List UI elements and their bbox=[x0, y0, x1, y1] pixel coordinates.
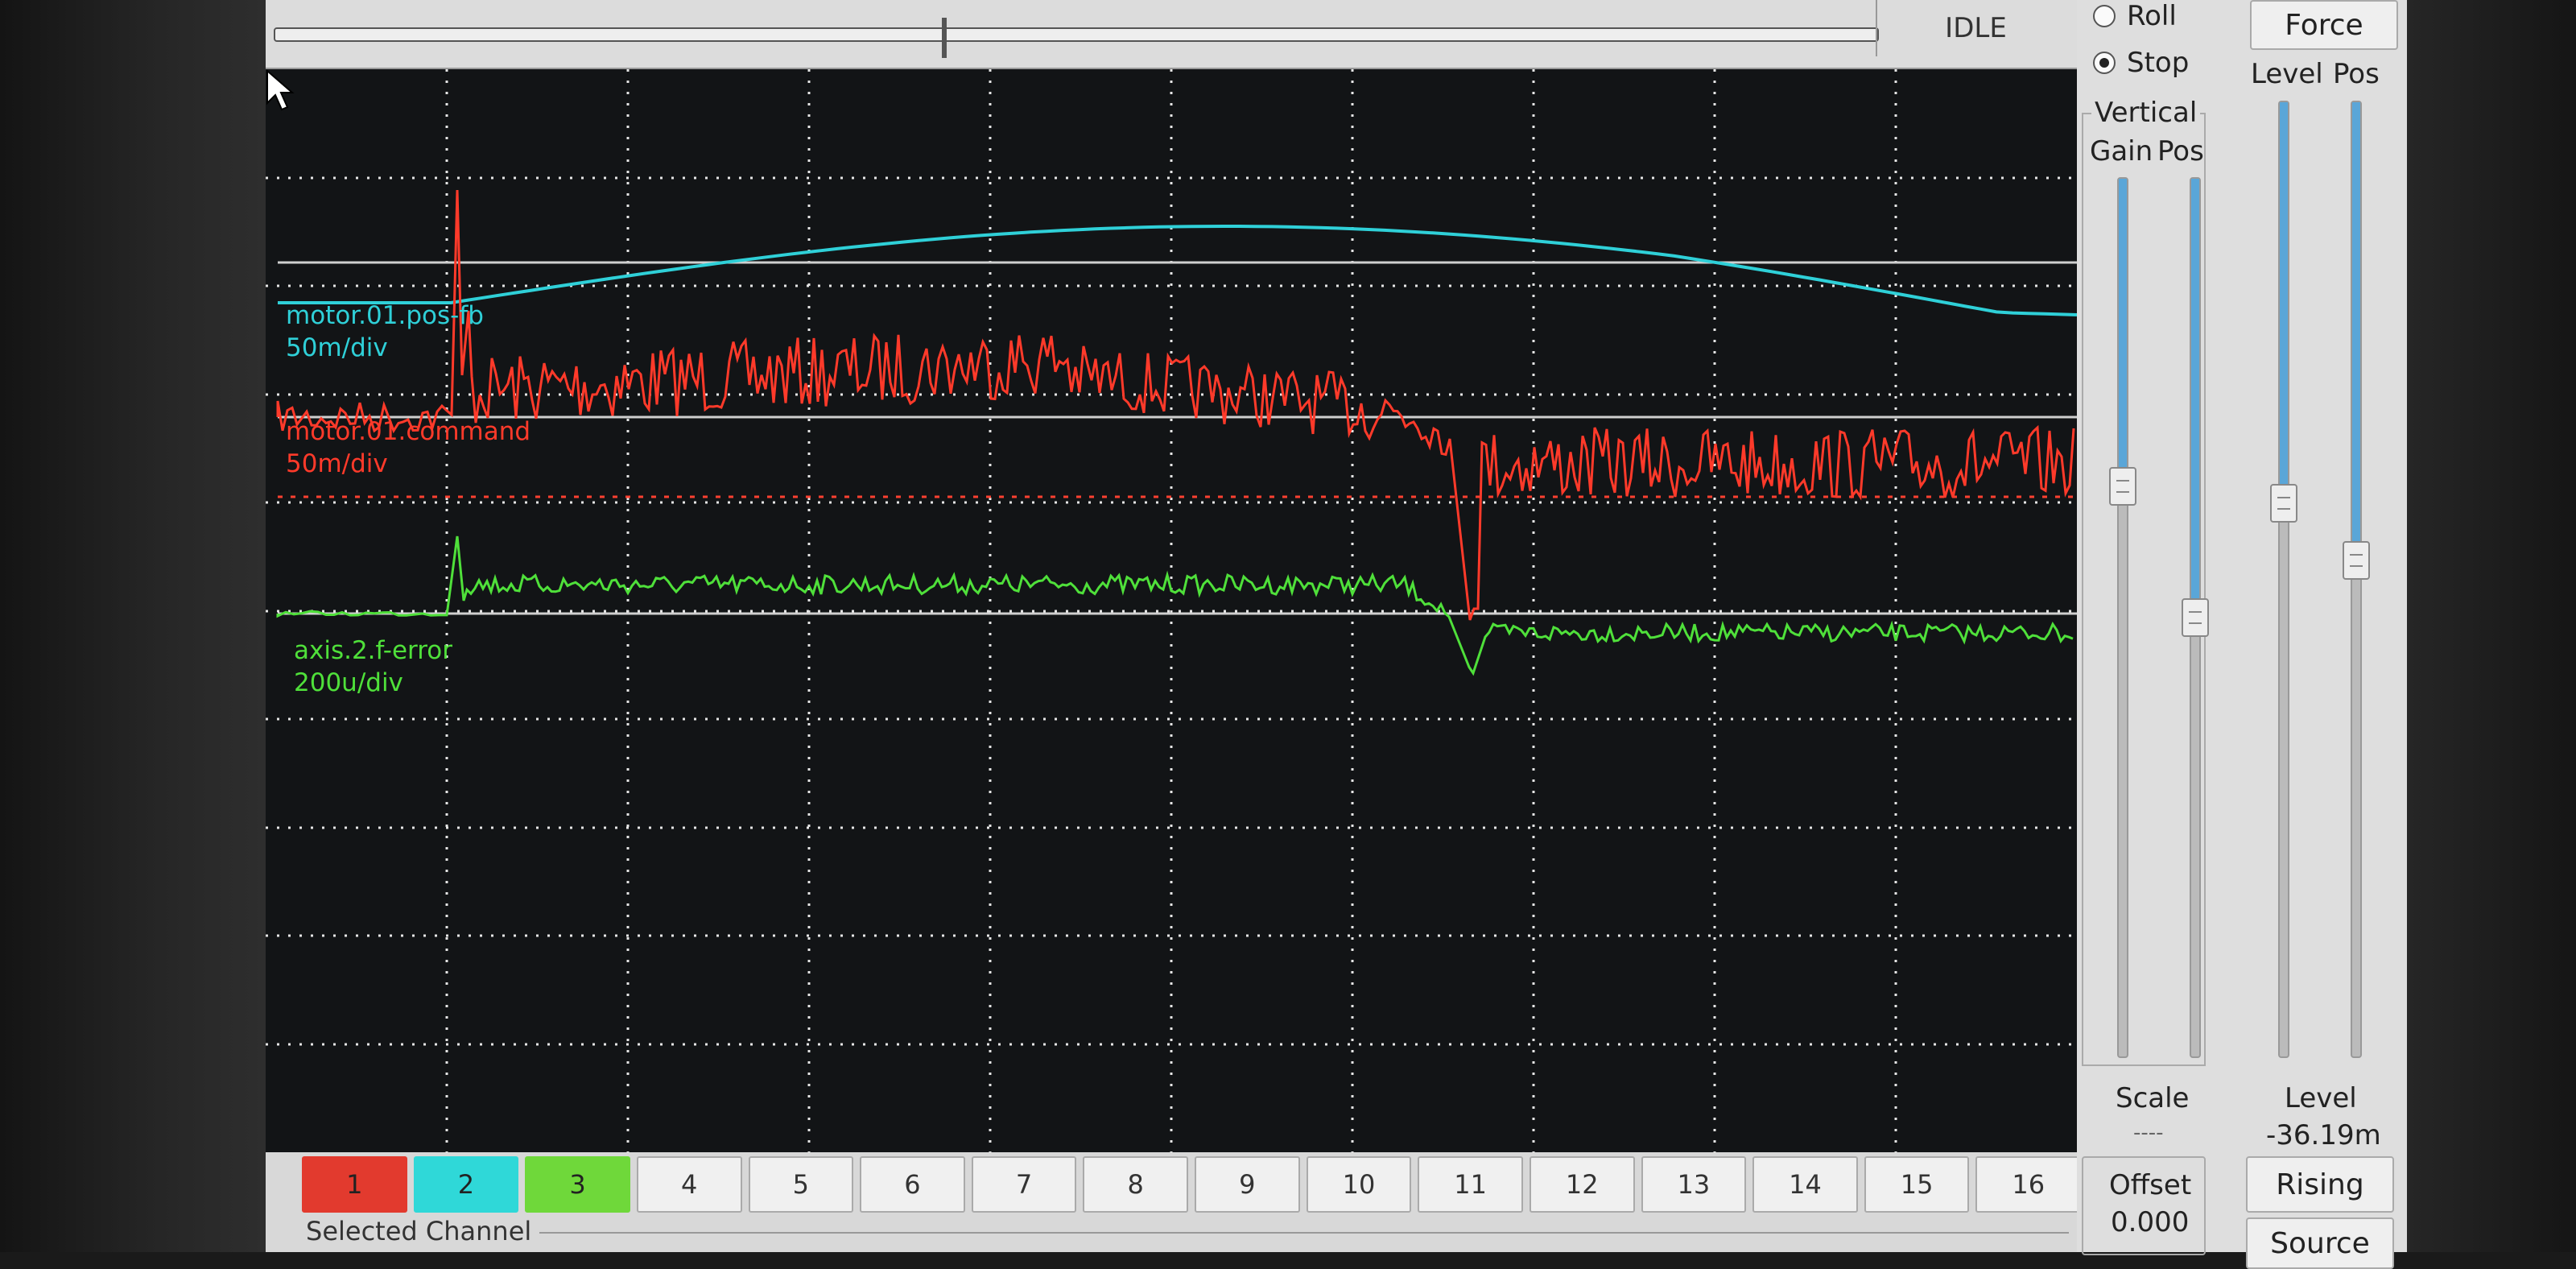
offset-label: Offset bbox=[2109, 1169, 2192, 1201]
trace-scale: 200u/div bbox=[294, 668, 403, 697]
channel-16-button[interactable]: 16 bbox=[1975, 1156, 2081, 1213]
gain-slider-fill bbox=[2119, 179, 2127, 486]
trace-motor-01-pos-fb bbox=[278, 225, 2077, 316]
vertical-frame bbox=[2082, 113, 2206, 1066]
gain-slider[interactable] bbox=[2117, 177, 2128, 1058]
channel-9-button[interactable]: 9 bbox=[1195, 1156, 1300, 1213]
trace-name: motor.01.command bbox=[286, 417, 531, 446]
trigger-pos-slider-handle[interactable] bbox=[2343, 540, 2370, 580]
channel-5-button[interactable]: 5 bbox=[748, 1156, 854, 1213]
halscope-window: IDLE motor.01.pos-fb 50m/div motor.01.co… bbox=[266, 0, 2407, 1269]
gain-slider-handle[interactable] bbox=[2109, 466, 2136, 506]
vertical-pos-slider-fill bbox=[2191, 179, 2199, 618]
channel-6-button[interactable]: 6 bbox=[860, 1156, 965, 1213]
waveform-display[interactable]: motor.01.pos-fb 50m/div motor.01.command… bbox=[266, 69, 2077, 1152]
stop-radio[interactable]: Stop bbox=[2093, 47, 2189, 79]
gain-label: Gain bbox=[2090, 135, 2153, 167]
run-state-indicator: IDLE bbox=[1876, 0, 2074, 56]
channel-4-button[interactable]: 4 bbox=[636, 1156, 742, 1213]
monitor-bezel-right bbox=[2407, 0, 2576, 1252]
channel-14-button[interactable]: 14 bbox=[1752, 1156, 1858, 1213]
channel-8-button[interactable]: 8 bbox=[1083, 1156, 1188, 1213]
display-grid bbox=[266, 69, 2077, 1152]
scale-value: ---- bbox=[2133, 1121, 2164, 1145]
trace-label-axis-f-error: axis.2.f-error 200u/div bbox=[294, 634, 452, 699]
roll-label: Roll bbox=[2127, 0, 2177, 32]
offset-value: 0.000 bbox=[2111, 1206, 2190, 1238]
trace-scale: 50m/div bbox=[286, 333, 388, 362]
scale-label: Scale bbox=[2116, 1082, 2190, 1114]
channel-2-button[interactable]: 2 bbox=[413, 1156, 519, 1213]
vertical-pos-label: Pos bbox=[2157, 135, 2204, 167]
waveform-canvas bbox=[266, 69, 2077, 1152]
trace-name: axis.2.f-error bbox=[294, 636, 452, 665]
channel-7-button[interactable]: 7 bbox=[971, 1156, 1077, 1213]
trigger-level-slider[interactable] bbox=[2278, 101, 2289, 1058]
radio-dot-icon bbox=[2093, 5, 2116, 27]
control-panel: Roll Stop Vertical Gain Pos Scale ---- O… bbox=[2077, 0, 2407, 1269]
radio-dot-selected-icon bbox=[2093, 52, 2116, 74]
roll-radio[interactable]: Roll bbox=[2093, 0, 2177, 32]
channel-3-button[interactable]: 3 bbox=[525, 1156, 630, 1213]
record-position-marker[interactable] bbox=[942, 18, 947, 58]
trigger-level-slider-handle[interactable] bbox=[2270, 483, 2297, 523]
trace-label-motor-command: motor.01.command 50m/div bbox=[286, 415, 530, 480]
monitor-bezel-left bbox=[0, 0, 266, 1252]
channel-13-button[interactable]: 13 bbox=[1641, 1156, 1747, 1213]
trace-name: motor.01.pos-fb bbox=[286, 301, 484, 330]
force-trigger-button[interactable]: Force bbox=[2250, 0, 2398, 50]
trace-scale: 50m/div bbox=[286, 449, 388, 478]
trigger-level-value: -36.19m bbox=[2266, 1119, 2381, 1151]
horizontal-control-bar: IDLE bbox=[266, 0, 2077, 69]
mouse-pointer-icon bbox=[266, 69, 295, 111]
trace-axis-2-f-error bbox=[276, 535, 2074, 676]
trigger-pos-label: Pos bbox=[2333, 58, 2380, 90]
trigger-level-caption: Level bbox=[2285, 1082, 2357, 1114]
trigger-edge-button[interactable]: Rising bbox=[2246, 1156, 2394, 1213]
trigger-source-button[interactable]: Source bbox=[2246, 1217, 2394, 1269]
vertical-pos-slider-handle[interactable] bbox=[2182, 598, 2209, 637]
trace-label-motor-pos-fb: motor.01.pos-fb 50m/div bbox=[286, 300, 484, 364]
channel-1-button[interactable]: 1 bbox=[302, 1156, 407, 1213]
vertical-title: Vertical bbox=[2091, 97, 2201, 129]
selected-channel-divider bbox=[539, 1232, 2069, 1234]
selected-channel-label: Selected Channel bbox=[306, 1216, 532, 1246]
channel-11-button[interactable]: 11 bbox=[1418, 1156, 1523, 1213]
channel-10-button[interactable]: 10 bbox=[1306, 1156, 1412, 1213]
trigger-pos-slider-fill bbox=[2352, 102, 2360, 560]
trigger-level-label: Level bbox=[2251, 58, 2323, 90]
stop-label: Stop bbox=[2127, 47, 2190, 79]
channel-12-button[interactable]: 12 bbox=[1529, 1156, 1635, 1213]
channel-15-button[interactable]: 15 bbox=[1864, 1156, 1970, 1213]
channel-selector: 1 2 3 4 5 6 7 8 9 10 11 12 13 14 15 16 bbox=[302, 1156, 2081, 1213]
trace-motor-01-command bbox=[276, 189, 2075, 621]
record-position-slider[interactable] bbox=[274, 27, 1879, 42]
trigger-level-slider-fill bbox=[2280, 102, 2288, 503]
